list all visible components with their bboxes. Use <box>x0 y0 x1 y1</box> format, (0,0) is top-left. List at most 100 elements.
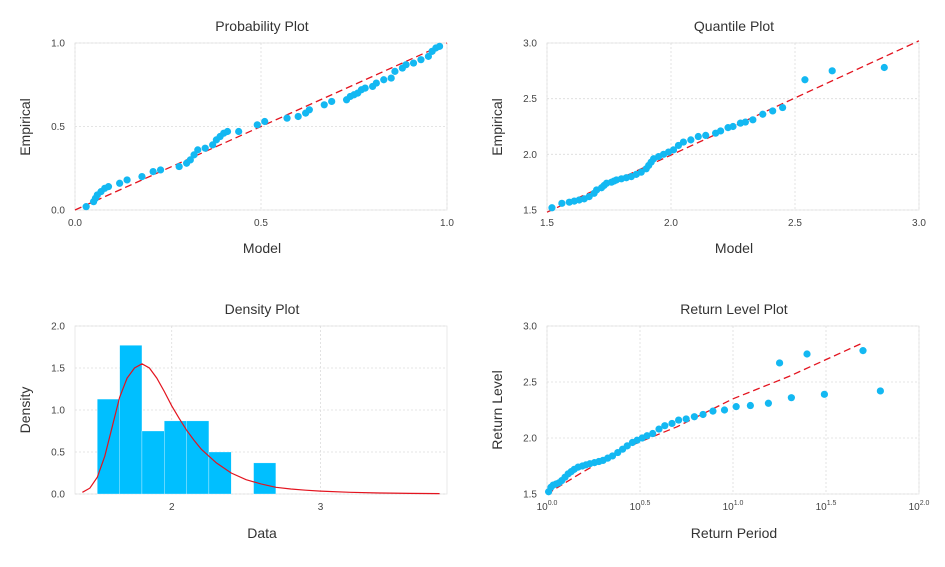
return-level-data-point <box>649 429 657 438</box>
probability-y-tick-label: 0.5 <box>51 122 65 133</box>
return-level-data-point <box>655 425 663 433</box>
quantile-data-point <box>679 138 688 146</box>
density-y-tick-label: 1.0 <box>51 406 65 417</box>
probability-data-point <box>190 151 198 159</box>
quantile-plot-panel: Quantile Plot Model Empirical 1.5 2.0 2.5 3… <box>489 18 926 256</box>
quantile-data-point <box>801 76 809 84</box>
probability-plot-ylabel: Empirical <box>17 98 33 156</box>
density-x-tick-label: 2 <box>169 502 175 513</box>
return-level-data-point <box>859 347 867 355</box>
probability-data-point <box>380 76 388 84</box>
return-level-data-point <box>661 422 669 430</box>
quantile-data-point <box>769 107 777 115</box>
quantile-data-point <box>702 131 710 140</box>
histogram-bar <box>164 420 187 495</box>
density-plot-xlabel: Data <box>247 525 277 541</box>
return-level-data-point <box>643 432 651 440</box>
return-level-data-point <box>668 419 676 428</box>
return-level-data-point <box>623 442 631 450</box>
probability-data-point <box>123 176 131 184</box>
probability-data-point <box>186 156 194 164</box>
histogram-bar <box>97 398 120 495</box>
density-x-tick-label: 3 <box>318 502 324 513</box>
probability-x-tick-label: 1.0 <box>440 218 454 229</box>
return-level-data-point <box>709 407 717 415</box>
density-y-tick-label: 2.0 <box>51 322 65 333</box>
return-level-x-tick-label: 100.5 <box>630 500 651 513</box>
quantile-plot-title: Quantile Plot <box>694 18 774 34</box>
probability-data-point <box>372 79 380 87</box>
probability-data-point <box>328 97 336 106</box>
return-level-plot-panel: Return Level Plot Return Period Return L… <box>489 301 930 541</box>
quantile-data-point <box>741 118 750 126</box>
quantile-data-point <box>669 146 678 154</box>
probability-data-point <box>391 67 399 75</box>
probability-data-point <box>209 141 217 149</box>
return-level-reference-line <box>546 342 864 495</box>
quantile-plot-ylabel: Empirical <box>489 98 505 156</box>
probability-x-tick-label: 0.0 <box>68 218 82 229</box>
probability-plot-panel: Probability Plot Model Empirical 0.0 0.5 1… <box>17 18 454 256</box>
quantile-data-point <box>558 199 566 207</box>
quantile-y-tick-label: 2.0 <box>523 150 537 161</box>
probability-data-point <box>223 127 232 136</box>
return-level-x-tick-label: 101.5 <box>816 500 837 513</box>
return-level-data-point <box>764 399 773 407</box>
quantile-x-tick-label: 2.0 <box>664 218 678 229</box>
return-level-data-point <box>699 410 707 419</box>
return-level-data-point <box>675 416 683 424</box>
quantile-data-point <box>880 63 888 72</box>
return-level-x-tick-label: 102.0 <box>909 500 930 513</box>
probability-data-point <box>261 117 269 126</box>
quantile-data-point <box>749 116 757 124</box>
probability-data-point <box>387 74 395 82</box>
probability-data-point <box>82 203 90 211</box>
probability-data-point <box>194 146 202 154</box>
return-level-data-point <box>787 394 795 402</box>
probability-data-point <box>320 101 328 109</box>
density-y-tick-label: 0.0 <box>51 490 65 501</box>
probability-data-point <box>402 61 410 69</box>
probability-data-point <box>253 121 261 129</box>
probability-data-point <box>116 179 124 187</box>
return-level-data-point <box>876 387 884 395</box>
return-level-plot-ylabel: Return Level <box>489 370 505 449</box>
return-level-data-point <box>746 401 754 410</box>
probability-data-point <box>435 42 444 50</box>
histogram-bar <box>141 430 165 495</box>
return-level-y-tick-label: 1.5 <box>523 490 537 501</box>
quantile-data-point <box>729 122 737 131</box>
quantile-y-tick-label: 1.5 <box>523 206 537 217</box>
probability-y-tick-label: 1.0 <box>51 39 65 50</box>
probability-data-point <box>305 106 313 114</box>
quantile-data-point <box>687 136 695 144</box>
quantile-data-point <box>717 127 725 135</box>
quantile-data-point <box>759 110 767 118</box>
density-y-tick-label: 0.5 <box>51 448 65 459</box>
return-level-data-point <box>690 413 698 421</box>
probability-data-point <box>417 56 425 64</box>
probability-x-tick-label: 0.5 <box>254 218 268 229</box>
return-level-x-tick-label: 100.0 <box>537 500 558 513</box>
density-plot-title: Density Plot <box>225 301 300 317</box>
probability-data-point <box>294 112 302 121</box>
return-level-y-tick-label: 2.5 <box>523 378 537 389</box>
probability-data-point <box>138 173 146 181</box>
probability-data-point <box>283 114 291 122</box>
probability-y-tick-label: 0.0 <box>51 206 65 217</box>
probability-data-point <box>175 162 183 171</box>
probability-plot-title: Probability Plot <box>215 18 308 34</box>
quantile-data-point <box>779 103 787 112</box>
quantile-y-tick-label: 2.5 <box>523 94 537 105</box>
return-level-plot-title: Return Level Plot <box>680 301 788 317</box>
probability-data-point <box>156 166 165 174</box>
probability-data-point <box>409 59 418 67</box>
probability-data-point <box>201 144 209 152</box>
histogram-bar <box>186 420 210 495</box>
quantile-y-tick-label: 3.0 <box>523 39 537 50</box>
probability-reference-line <box>74 42 448 211</box>
quantile-x-tick-label: 3.0 <box>912 218 926 229</box>
return-level-data-point <box>682 415 690 423</box>
return-level-data-point <box>775 359 784 367</box>
